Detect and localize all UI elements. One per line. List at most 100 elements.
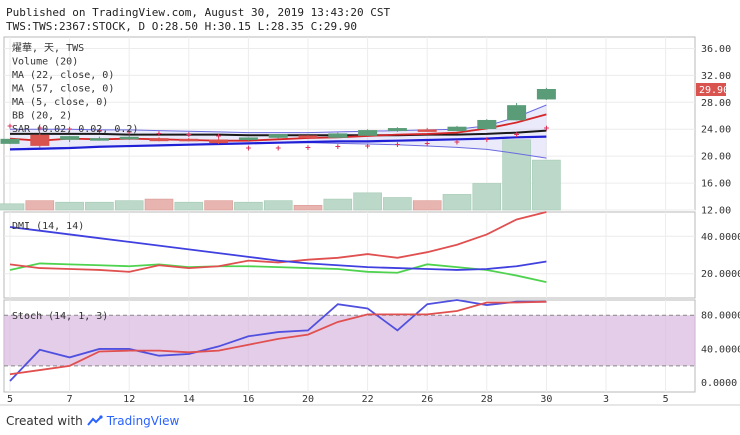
stoch-band-fill <box>4 315 695 366</box>
candle-body <box>477 119 497 130</box>
dmi-adx-line <box>9 226 547 271</box>
sar-marker: + <box>67 125 73 135</box>
sar-marker: + <box>365 142 371 152</box>
dmi-legend: DMI (14, 14) <box>12 221 84 232</box>
sar-marker: + <box>126 128 132 138</box>
dmi-tick-label: 40.0000 <box>701 232 740 243</box>
dmi-plus-di-line <box>9 262 547 283</box>
sar-marker: + <box>335 143 341 153</box>
sar-marker: + <box>246 144 252 154</box>
published-header: Published on TradingView.com, August 30,… <box>6 6 391 19</box>
price-legend-item: MA (57, close, 0) <box>12 84 114 95</box>
volume-bar <box>472 183 502 211</box>
stoch-d-line <box>9 300 547 376</box>
sar-marker: + <box>216 132 222 142</box>
price-legend-item: BB (20, 2) <box>12 111 72 122</box>
dmi-minus-di-line <box>9 211 547 273</box>
sar-marker: + <box>424 139 430 149</box>
candle-body <box>238 137 258 140</box>
stoch-k-line <box>9 299 547 382</box>
volume-bar <box>412 200 442 211</box>
x-tick-label: 30 <box>540 394 552 405</box>
sar-marker: + <box>275 144 281 154</box>
volume-bar <box>532 159 561 211</box>
volume-bar <box>174 201 204 211</box>
candle-body <box>149 138 169 142</box>
volume-bar <box>204 200 233 211</box>
sar-marker: + <box>454 138 460 148</box>
stoch-tick-label: 80.0000 <box>701 311 740 322</box>
x-tick-label: 28 <box>481 394 493 405</box>
dmi-pane-frame <box>3 211 696 299</box>
candle-body <box>0 138 20 144</box>
created-with-label: Created with <box>6 414 83 428</box>
candle-body <box>179 138 199 142</box>
volume-bar <box>502 139 531 211</box>
price-legend-item: Volume (20) <box>12 57 78 68</box>
x-tick-label: 16 <box>242 394 254 405</box>
volume-bar <box>383 197 412 211</box>
candle-body <box>536 89 556 100</box>
sar-marker: + <box>156 129 162 139</box>
candle-body <box>119 136 139 140</box>
price-tick-label: 36.00 <box>701 44 731 55</box>
sar-marker: + <box>305 143 311 153</box>
candle-body <box>328 133 348 138</box>
volume-bar <box>85 201 114 211</box>
tradingview-logo-icon <box>86 415 103 426</box>
price-tick-label: 24.00 <box>701 125 731 136</box>
sar-marker: + <box>97 127 103 137</box>
price-tick-label: 16.00 <box>701 179 731 190</box>
sar-marker: + <box>7 122 13 132</box>
last-price-label: 29.90 <box>699 85 729 96</box>
x-tick-label: 12 <box>123 394 135 405</box>
x-tick-label: 5 <box>7 394 13 405</box>
x-tick-label: 26 <box>421 394 433 405</box>
stoch-legend: Stoch (14, 1, 3) <box>12 311 108 322</box>
x-tick-label: 14 <box>183 394 195 405</box>
dmi-tick-label: 20.0000 <box>701 269 740 280</box>
candle-body <box>268 134 288 138</box>
price-legend-item: MA (22, close, 0) <box>12 70 114 81</box>
x-tick-label: 20 <box>302 394 314 405</box>
stoch-tick-label: 0.0000 <box>701 378 737 389</box>
volume-bar <box>263 200 293 211</box>
sar-marker: + <box>37 124 43 134</box>
volume-bar <box>25 200 55 211</box>
candle-body <box>417 129 437 132</box>
sar-marker: + <box>395 141 401 151</box>
candle-body <box>358 130 378 136</box>
sar-marker: + <box>484 135 490 145</box>
sar-marker: + <box>514 131 520 141</box>
sar-marker: + <box>186 131 192 141</box>
price-tick-label: 12.00 <box>701 206 731 217</box>
candle-body <box>60 136 80 140</box>
candle-body <box>447 126 467 132</box>
last-price-badge <box>696 83 726 97</box>
quote-line: TWS:TWS:2367:STOCK, D O:28.50 H:30.15 L:… <box>6 20 357 33</box>
tradingview-brand-link[interactable]: TradingView <box>106 414 180 428</box>
x-tick-label: 22 <box>362 394 374 405</box>
volume-bar <box>234 201 263 211</box>
price-legend-item: MA (5, close, 0) <box>12 97 108 108</box>
volume-bar <box>353 192 382 211</box>
price-legend-item: SAR (0.02, 0.02, 0.2) <box>12 124 138 135</box>
volume-bar <box>323 198 353 211</box>
price-tick-label: 28.00 <box>701 98 731 109</box>
stoch-tick-label: 40.0000 <box>701 344 740 355</box>
candle-body <box>209 139 229 144</box>
tradingview-footer: Created with TradingView <box>6 414 179 428</box>
price-tick-label: 32.00 <box>701 71 731 82</box>
volume-bar <box>55 201 84 211</box>
volume-bar <box>293 205 323 211</box>
x-tick-label: 7 <box>67 394 73 405</box>
price-legend-item: 燿華, 天, TWS <box>12 42 84 54</box>
candle-body <box>30 134 50 146</box>
volume-bar <box>0 203 25 211</box>
candle-body <box>507 105 527 121</box>
volume-bar <box>442 194 472 211</box>
candle-body <box>387 128 407 132</box>
candle-body <box>298 135 318 138</box>
volume-bar <box>144 198 174 211</box>
